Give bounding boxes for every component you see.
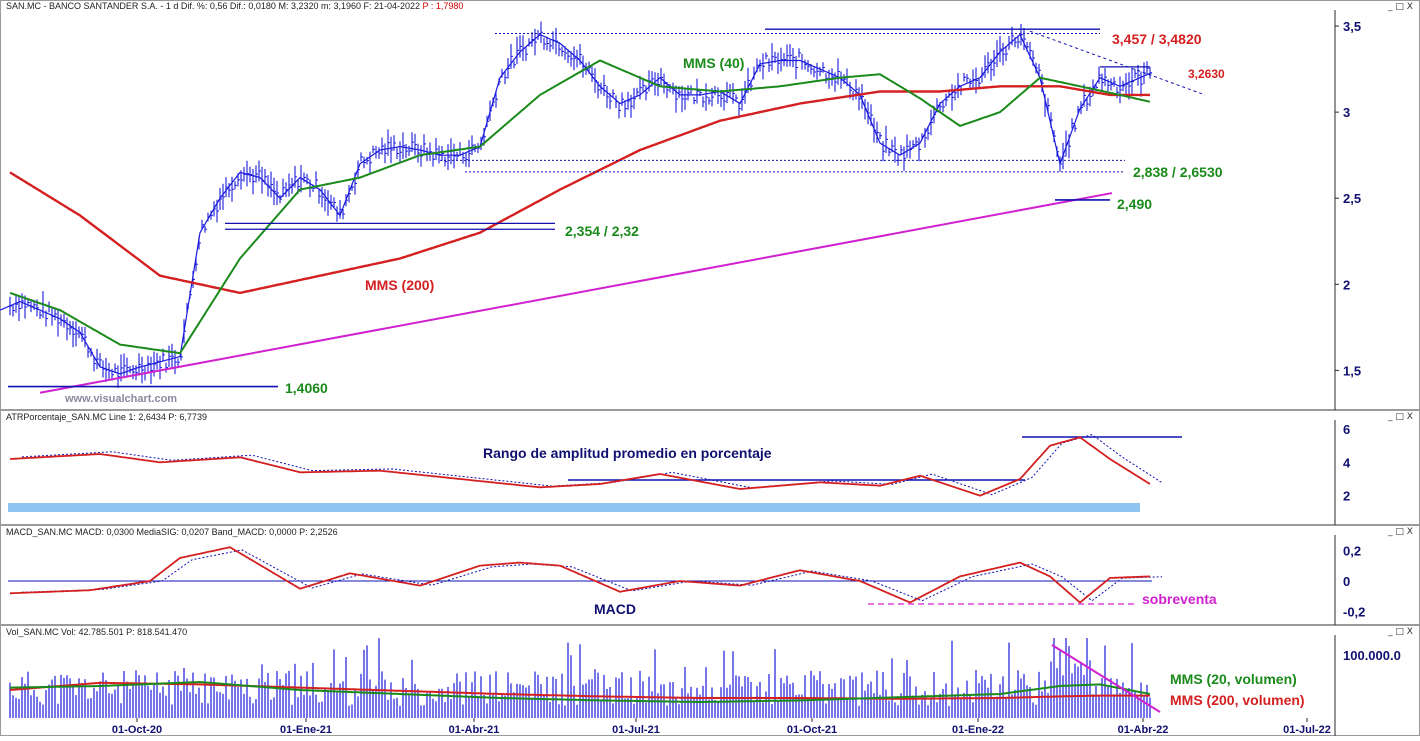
x-tick-label: 01-Ene-22: [952, 724, 1004, 736]
oversold-annotation: sobreventa: [1142, 591, 1217, 607]
macd-y-tick-label: -0,2: [1343, 605, 1365, 620]
atr-y-tick-label: 6: [1343, 422, 1350, 437]
macd-pane-title: MACD_SAN.MC MACD: 0,0300 MediaSIG: 0,020…: [6, 527, 338, 537]
atr-pane-title: ATRPorcentaje_SAN.MC Line 1: 2,6434 P: 6…: [6, 412, 207, 422]
volume-mms20-label: MMS (20, volumen): [1170, 671, 1297, 687]
atr-line: [9, 436, 1151, 497]
atr-band: [8, 503, 1140, 512]
x-tick-label: 01-Ene-21: [280, 724, 332, 736]
macd-pane-window-controls[interactable]: _ □ X: [1388, 527, 1413, 537]
macd-y-tick-label: 0: [1343, 574, 1350, 589]
macd-pane-frame: [0, 525, 1420, 625]
volume-pane-title: Vol_SAN.MC Vol: 42.785.501 P: 818.541.47…: [6, 627, 188, 637]
macd-line: [9, 546, 1151, 604]
level-label-2490: 2,490: [1117, 196, 1152, 212]
atr-y-tick-label: 2: [1343, 489, 1350, 504]
mms200-line: [9, 85, 1150, 295]
x-tick-label: 01-Jul-21: [612, 724, 660, 736]
mms40-line: [9, 59, 1151, 355]
level-label-3263: 3,2630: [1188, 67, 1225, 81]
level-label-2354: 2,354 / 2,32: [565, 223, 639, 239]
macd-signal-line: [21, 549, 1162, 602]
x-tick-label: 01-Oct-21: [787, 724, 837, 736]
atr-y-tick-label: 4: [1343, 455, 1351, 470]
level-label-1406: 1,4060: [285, 380, 328, 396]
header-stats: Dif. %: 0,56 Dif.: 0,0180 M: 3,2320 m: 3…: [180, 1, 421, 11]
price-y-tick-label: 3: [1343, 105, 1350, 120]
volume-mms200-line: [9, 681, 1150, 700]
volume-pane-window-controls[interactable]: _ □ X: [1388, 627, 1413, 637]
level-label-2838: 2,838 / 2,6530: [1133, 164, 1223, 180]
price-pane-window-controls[interactable]: _ □ X: [1388, 2, 1413, 12]
price-y-tick-label: 2: [1343, 277, 1350, 292]
price-pane-title: SAN.MC - BANCO SANTANDER S.A. - 1 d Dif.…: [6, 1, 463, 11]
price-y-tick-label: 1,5: [1343, 363, 1361, 378]
header-symbol: SAN.MC - BANCO SANTANDER S.A. - 1 d: [6, 1, 179, 11]
atr-pane-window-controls[interactable]: _ □ X: [1388, 412, 1413, 422]
atr-signal-line: [21, 434, 1163, 496]
x-tick-label: 01-Oct-20: [112, 724, 162, 736]
mms40-label: MMS (40): [683, 55, 744, 71]
macd-y-tick-label: 0,2: [1343, 543, 1361, 558]
x-tick-label: 01-Abr-21: [449, 724, 500, 736]
level-label-3482: 3,457 / 3,4820: [1112, 31, 1202, 47]
price-y-tick-label: 3,5: [1343, 19, 1361, 34]
resistance-trendline-dashed: [1029, 30, 1206, 96]
atr-annotation: Rango de amplitud promedio en porcentaje: [483, 445, 772, 461]
watermark: www.visualchart.com: [64, 393, 177, 405]
macd-annotation: MACD: [594, 601, 636, 617]
header-price: P : 1,7980: [422, 1, 464, 11]
volume-trendline: [1051, 644, 1161, 713]
mms200-label: MMS (200): [365, 277, 434, 293]
x-tick-label: 01-Jul-22: [1283, 724, 1331, 736]
volume-mms200-label: MMS (200, volumen): [1170, 692, 1305, 708]
support-trendline: [39, 192, 1113, 394]
volume-mms20-line: [10, 680, 1151, 703]
volume-y-tick-label: 100.000.0: [1343, 648, 1401, 663]
x-tick-label: 01-Abr-22: [1118, 724, 1169, 736]
price-y-tick-label: 2,5: [1343, 191, 1361, 206]
